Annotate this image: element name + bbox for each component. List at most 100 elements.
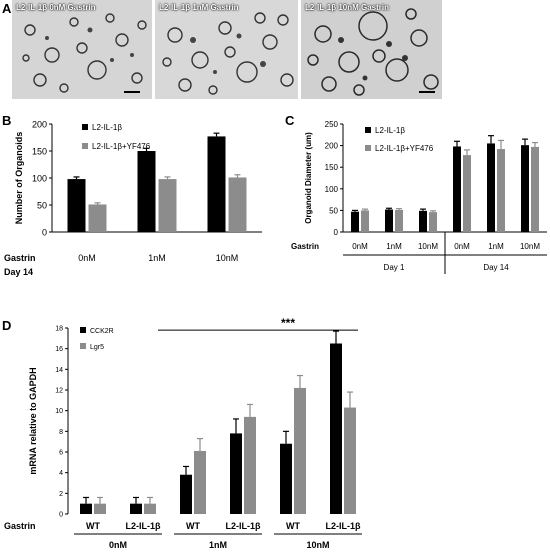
bar-1-2: [429, 212, 437, 232]
mrna-expression-chart-svg: 0 2 4 6 8 10 12 14 16 18 *** WT L2-IL-1β WT L2-IL-1β WT…: [4, 316, 362, 550]
organoid-diameter-chart: 0 50 100 150 200 250 0nM 1nM 10nM 0nM 1nM 10nM Gastr…: [285, 112, 550, 317]
legend-label: L2-IL-1β+YF476: [92, 142, 151, 151]
y-tick-label: 14: [55, 367, 63, 374]
x-tick-label: WT: [186, 521, 200, 531]
legend-swatch: [80, 327, 86, 333]
y-tick-label: 200: [325, 142, 339, 151]
group-label: Day 14: [483, 263, 509, 272]
group-label: Day 1: [384, 263, 405, 272]
y-tick-label: 250: [325, 120, 339, 129]
legend-swatch: [365, 145, 371, 151]
x-tick-label: 0nM: [352, 242, 368, 251]
bar-1-0: [361, 210, 369, 232]
bar-0-0: [80, 503, 92, 514]
significance-marker: ***: [281, 318, 295, 330]
bar-0-4: [280, 443, 292, 514]
bar-0-3: [453, 146, 461, 232]
x-tick-label: 1nM: [488, 242, 504, 251]
mrna-expression-chart: 0 2 4 6 8 10 12 14 16 18 *** WT L2-IL-1β WT L2-IL-1β WT…: [0, 316, 550, 551]
y-tick-label: 100: [32, 174, 47, 184]
y-axis-title: Number of Organoids: [14, 132, 24, 225]
organoid-count-chart: 0 50 100 150 200 0nM 1nM 10nM Gastrin Day 14 Numbe…: [0, 112, 285, 317]
legend-label: CCK2R: [90, 328, 114, 335]
legend-label: Lgr5: [90, 344, 104, 351]
gastrin-row-label: Gastrin: [4, 253, 36, 263]
bar-0-0: [67, 179, 86, 232]
x-tick-label: 1nM: [148, 253, 166, 263]
bar-1-3: [463, 155, 471, 232]
micrograph-image: [12, 0, 152, 99]
y-tick-label: 2: [59, 491, 63, 498]
y-tick-label: 150: [32, 147, 47, 157]
x-tick-label: 0nM: [78, 253, 96, 263]
micrograph-0nm: L2-IL-1β 0nM Gastrin: [12, 0, 152, 99]
bar-1-0: [88, 204, 107, 232]
organoid-count-chart-svg: 0 50 100 150 200 0nM 1nM 10nM Gastrin Day 14 Numbe…: [4, 120, 262, 277]
x-tick-label: 10nM: [418, 242, 438, 251]
bar-0-2: [419, 210, 427, 232]
micrograph-label: L2-IL-1β 0nM Gastrin: [16, 3, 96, 12]
day-row-label: Day 14: [4, 267, 33, 277]
micrograph-image: [155, 0, 298, 99]
bar-0-3: [230, 433, 242, 514]
x-tick-label: 1nM: [386, 242, 402, 251]
y-tick-label: 0: [59, 512, 63, 519]
x-tick-label: 10nM: [216, 253, 239, 263]
x-tick-label: L2-IL-1β: [126, 521, 162, 531]
group-label: 0nM: [109, 540, 127, 550]
organoid-diameter-chart-svg: 0 50 100 150 200 250 0nM 1nM 10nM 0nM 1nM 10nM Gastr…: [291, 120, 547, 274]
y-tick-label: 100: [325, 185, 339, 194]
legend-label: L2-IL-1β+YF476: [375, 144, 434, 153]
micrograph-label: L2-IL-1β 10nM Gastrin: [305, 3, 390, 12]
bar-1-2: [194, 450, 206, 514]
y-tick-label: 0: [42, 228, 47, 238]
micrograph-label: L2-IL-1β 1nM Gastrin: [159, 3, 239, 12]
bar-1-1: [395, 209, 403, 232]
gastrin-row-label: Gastrin: [4, 521, 36, 531]
micrograph-1nm: L2-IL-1β 1nM Gastrin: [155, 0, 298, 99]
x-tick-label: WT: [86, 521, 100, 531]
legend-swatch: [82, 124, 88, 130]
bar-0-2: [207, 136, 226, 232]
bar-1-4: [294, 387, 306, 514]
bar-0-0: [351, 211, 359, 232]
bar-1-4: [497, 149, 505, 232]
legend-label: L2-IL-1β: [375, 126, 405, 135]
x-tick-label: 0nM: [454, 242, 470, 251]
legend-swatch: [80, 343, 86, 349]
y-tick-label: 50: [37, 201, 47, 211]
bar-1-1: [158, 179, 177, 232]
y-tick-label: 50: [329, 206, 338, 215]
bar-1-5: [344, 407, 356, 514]
bar-0-1: [137, 151, 156, 232]
y-axis-title: mRNA relative to GAPDH: [28, 367, 38, 474]
x-tick-label: L2-IL-1β: [326, 521, 362, 531]
bar-1-5: [531, 146, 539, 232]
y-tick-label: 8: [59, 429, 63, 436]
bar-0-2: [180, 474, 192, 514]
legend-swatch: [82, 143, 88, 149]
bar-1-0: [94, 503, 106, 514]
x-tick-label: 10nM: [520, 242, 540, 251]
y-tick-label: 0: [334, 228, 339, 237]
group-label: 1nM: [209, 540, 227, 550]
bar-0-4: [487, 143, 495, 232]
bar-0-5: [521, 145, 529, 232]
legend-label: L2-IL-1β: [92, 123, 122, 132]
y-tick-label: 16: [55, 346, 63, 353]
panel-c-letter: C: [285, 113, 295, 128]
y-tick-label: 6: [59, 450, 63, 457]
bar-1-2: [228, 177, 247, 232]
micrograph-10nm: L2-IL-1β 10nM Gastrin: [301, 0, 442, 99]
panel-d-letter: D: [2, 318, 12, 333]
bar-0-1: [385, 209, 393, 232]
x-tick-label: L2-IL-1β: [226, 521, 262, 531]
y-tick-label: 18: [55, 326, 63, 333]
y-tick-label: 150: [325, 163, 339, 172]
bar-0-5: [330, 343, 342, 514]
bar-1-1: [144, 503, 156, 514]
group-label: 10nM: [306, 540, 329, 550]
panel-a-letter: A: [2, 1, 12, 16]
y-tick-label: 4: [59, 470, 63, 477]
y-tick-label: 200: [32, 120, 47, 130]
